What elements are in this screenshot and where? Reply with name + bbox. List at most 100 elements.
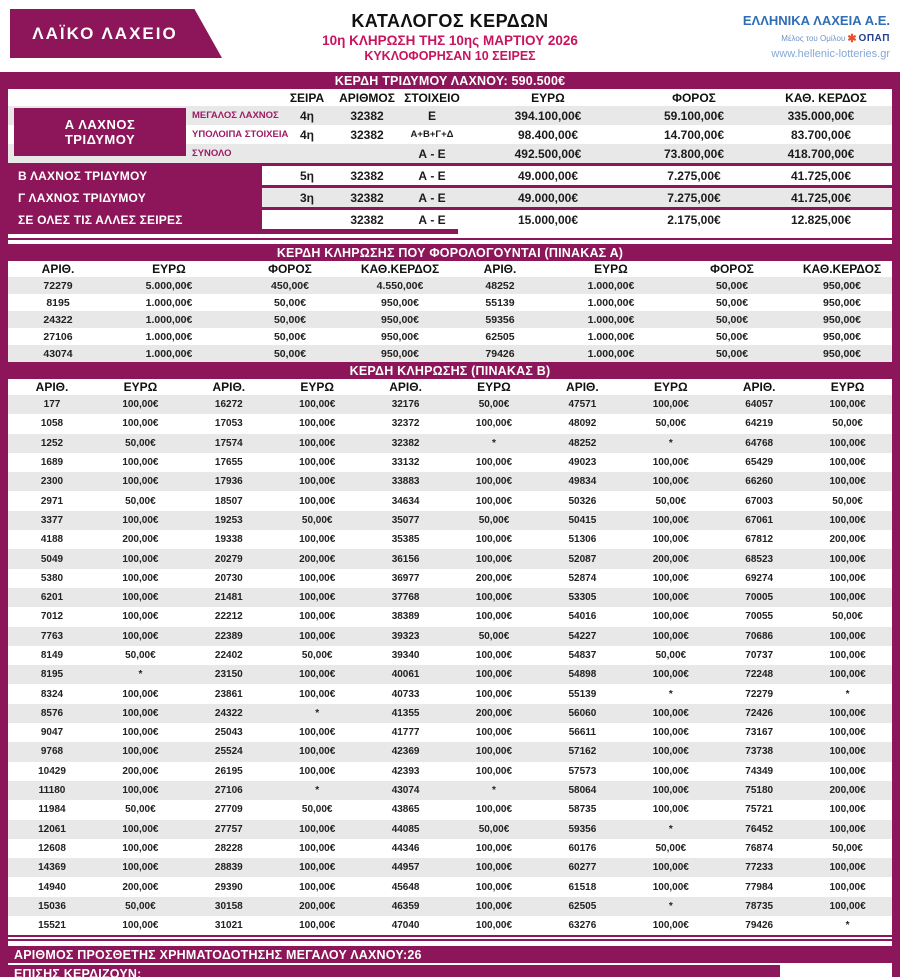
cell-stoixeio: Α - Ε: [418, 190, 446, 205]
ticket-number: 4188: [40, 534, 64, 546]
ticket-number: 72426: [745, 707, 774, 719]
prize-value: *: [668, 437, 673, 449]
prize-value: 100,00€: [122, 920, 159, 932]
prize-value: 100,00€: [475, 804, 513, 816]
ticket-number: 70686: [745, 630, 774, 642]
ticket-number: 27106: [214, 785, 243, 797]
ticket-number: 47040: [391, 920, 420, 932]
ticket-number: 77984: [745, 881, 774, 893]
ticket-number: 79426: [745, 920, 774, 932]
prize-value: 100,00€: [299, 823, 336, 835]
ticket-number: 79426: [485, 347, 515, 360]
cell-katharo: 335.000,00€: [787, 108, 855, 123]
ticket-number: 27106: [43, 330, 73, 343]
ticket-number: 18507: [214, 495, 243, 507]
ticket-number: 40061: [391, 669, 420, 681]
ticket-number: 75180: [745, 785, 774, 797]
tableB-row: 8149 50,00€ 22402 50,00€ 39340 100,00€ 54837 50…: [8, 646, 892, 665]
cell-foros: 14.700,00€: [663, 127, 725, 142]
prize-value: 100,00€: [652, 862, 689, 874]
prize-value: 50,00€: [655, 650, 687, 661]
prize-value: 100,00€: [475, 765, 513, 777]
col-header-euro: ΕΥΡΩ: [531, 90, 565, 105]
ticket-number: 1252: [40, 437, 64, 449]
prize-value: *: [668, 900, 673, 912]
separator: [8, 229, 458, 234]
ticket-number: 67061: [745, 514, 774, 526]
ticket-number: 42393: [391, 765, 420, 777]
prize-value: 100,00€: [829, 881, 866, 893]
prize-value: 100,00€: [299, 611, 336, 623]
cell-katharo: 41.725,00€: [790, 190, 852, 205]
ticket-number: 26195: [214, 765, 243, 777]
ticket-number: 72279: [43, 279, 73, 292]
prize-value: 50,00€: [301, 650, 333, 661]
prize-value: 950,00€: [823, 279, 861, 292]
website-url: www.hellenic-lotteries.gr: [771, 48, 890, 60]
ticket-number: 41355: [391, 707, 420, 719]
tableB-row: 15036 50,00€ 30158 200,00€ 46359 100,00€ 62505…: [8, 896, 892, 917]
prize-value: 200,00€: [475, 707, 513, 719]
ticket-number: 59356: [568, 823, 597, 835]
prize-value: 100,00€: [122, 823, 159, 835]
prize-value: 100,00€: [829, 630, 866, 642]
ticket-number: 44346: [391, 842, 420, 854]
ticket-number: 74349: [745, 765, 774, 777]
group-a-line1: Α ΛΑΧΝΟΣ: [64, 117, 136, 132]
cell-stoixeio: Α - Ε: [418, 146, 446, 161]
tableA-banner: ΚΕΡΔΗ ΚΛΗΡΩΣΗΣ ΠΟΥ ΦΟΡΟΛΟΓΟΥΝΤΑΙ (ΠΙΝΑΚΑ…: [8, 244, 892, 261]
ticket-number: 39323: [391, 630, 420, 642]
prize-value: 100,00€: [475, 727, 513, 739]
prize-value: 100,00€: [299, 572, 336, 584]
prize-value: *: [845, 920, 850, 932]
ticket-number: 8195: [40, 669, 64, 681]
ticket-number: 9047: [40, 727, 64, 739]
prize-value: 100,00€: [475, 900, 513, 912]
left-border-strip: [0, 72, 8, 977]
funding-note-banner: ΑΡΙΘΜΟΣ ΠΡΟΣΘΕΤΗΣ ΧΡΗΜΑΤΟΔΟΤΗΣΗΣ ΜΕΓΑΛΟΥ…: [8, 946, 892, 964]
ticket-number: 45648: [391, 881, 420, 893]
member-of-line: Μέλος του Ομίλου ✱ ΟΠΑΠ: [743, 32, 890, 45]
ticket-number: 48092: [568, 418, 597, 430]
ticket-number: 14940: [38, 881, 66, 893]
company-block: ΕΛΛΗΝΙΚΑ ΛΑΧΕΙΑ Α.Ε. Μέλος του Ομίλου ✱ …: [743, 13, 890, 60]
ticket-number: 56611: [568, 727, 597, 739]
prize-value: 100,00€: [299, 746, 336, 758]
tableB-row: 12061 100,00€ 27757 100,00€ 44085 50,00€ 59356…: [8, 819, 892, 839]
row-sublabel: ΣΥΝΟΛΟ: [192, 148, 232, 159]
tableB-banner: ΚΕΡΔΗ ΚΛΗΡΩΣΗΣ (ΠΙΝΑΚΑΣ Β): [8, 362, 892, 379]
ticket-number: 30158: [214, 900, 243, 912]
ticket-number: 16272: [214, 399, 243, 411]
tableB-row: 2300 100,00€ 17936 100,00€ 33883 100,00€ 49834…: [8, 472, 892, 492]
prize-value: 1.000,00€: [145, 313, 193, 326]
prize-value: 50,00€: [832, 495, 863, 507]
prize-value: 100,00€: [829, 823, 866, 835]
prize-value: *: [668, 823, 673, 835]
ticket-number: 60176: [568, 842, 597, 854]
prize-value: 5.000,00€: [145, 279, 193, 292]
ticket-number: 12061: [38, 823, 66, 835]
row-label-bar: Γ ΛΑΧΝΟΣ ΤΡΙΔΥΜΟΥ: [8, 188, 262, 207]
prize-value: 100,00€: [652, 514, 689, 526]
ticket-number: 6201: [40, 592, 64, 604]
prize-value: 950,00€: [823, 330, 861, 343]
prize-value: *: [492, 437, 496, 449]
prize-value: *: [315, 785, 320, 797]
draw-subtitle: 10η ΚΛΗΡΩΣΗ ΤΗΣ 10ης ΜΑΡΤΙΟΥ 2026: [322, 33, 578, 48]
col-header: ΑΡΙΘ.: [483, 262, 517, 276]
ticket-number: 40733: [391, 688, 420, 700]
ticket-number: 44085: [391, 823, 420, 835]
ticket-number: 42369: [391, 746, 420, 758]
ticket-number: 1058: [40, 418, 64, 430]
separator: [8, 163, 892, 166]
prize-value: 50,00€: [273, 313, 307, 326]
row-label-bar: ΣΕ ΟΛΕΣ ΤΙΣ ΑΛΛΕΣ ΣΕΙΡΕΣ: [8, 210, 262, 229]
ticket-number: 8324: [40, 688, 64, 700]
ticket-number: 24322: [214, 707, 243, 719]
ticket-number: 72248: [745, 669, 774, 681]
prize-value: 100,00€: [122, 785, 159, 797]
cell-seira: 4η: [299, 108, 314, 123]
prize-value: 950,00€: [381, 330, 419, 343]
prize-value: 50,00€: [715, 296, 749, 309]
prize-value: *: [668, 688, 673, 700]
